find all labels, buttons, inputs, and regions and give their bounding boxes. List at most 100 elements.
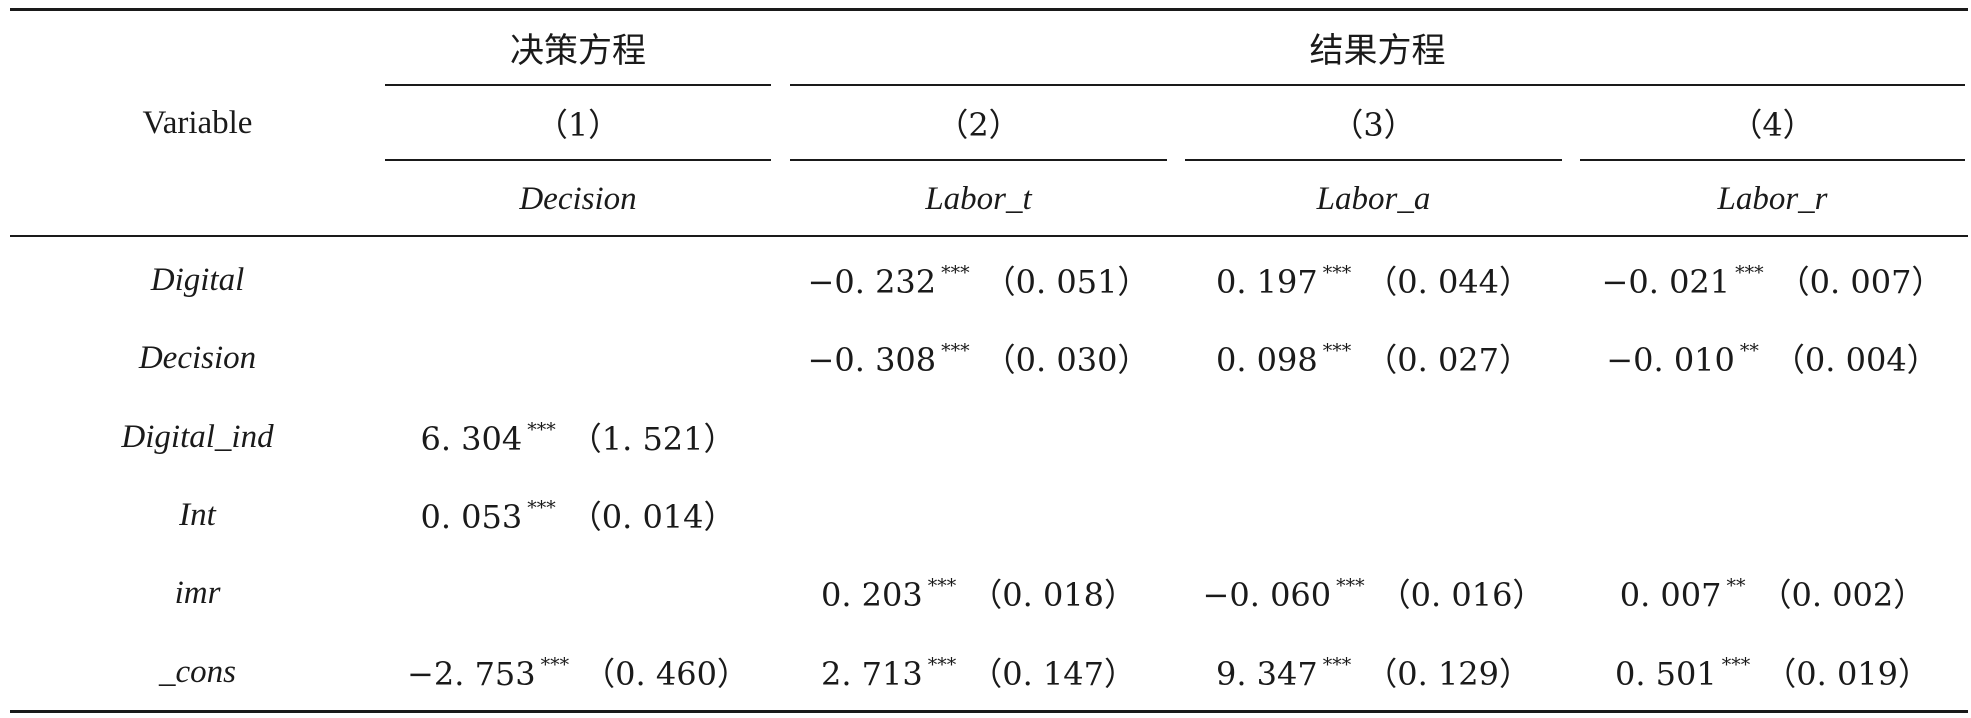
row-label: imr (174, 574, 221, 611)
standard-error: （0. 027） (1365, 341, 1532, 379)
significance-stars: *** (1322, 340, 1352, 362)
table-cell: 0. 007 ** （0. 002） (1580, 558, 1965, 628)
standard-error: （0. 051） (983, 263, 1150, 301)
significance-stars: *** (527, 419, 556, 441)
coefficient-value: 0. 053 (420, 498, 523, 536)
coefficient-group: −0. 021 *** （0. 007） (1602, 257, 1944, 303)
coefficient-group: −0. 060 *** （0. 016） (1203, 570, 1545, 616)
coefficient-group: 0. 197 *** （0. 044） (1216, 257, 1531, 303)
col-number-4: （4） (1730, 105, 1815, 144)
coefficient-group: 0. 007 ** （0. 002） (1620, 570, 1926, 616)
group-outcome-rule (790, 84, 1965, 86)
coefficient-value: 0. 501 (1614, 655, 1717, 693)
significance-stars: *** (927, 654, 957, 676)
table-cell: 0. 203 *** （0. 018） (790, 558, 1167, 628)
coefficient-group: 0. 501 *** （0. 019） (1615, 649, 1930, 695)
table-cell: −0. 308 *** （0. 030） (790, 323, 1167, 393)
standard-error: （0. 129） (1365, 655, 1532, 693)
coefficient-value: −0. 308 (807, 341, 937, 379)
table-cell: 0. 053 *** （0. 014） (385, 480, 771, 550)
coefficient-value: −2. 753 (407, 655, 536, 693)
col1-rule (385, 159, 771, 161)
coefficient-value: −0. 021 (1601, 263, 1731, 301)
significance-stars: *** (1336, 575, 1365, 597)
significance-stars: *** (1735, 262, 1764, 284)
standard-error: （0. 007） (1777, 263, 1944, 301)
table-cell: −0. 232 *** （0. 051） (790, 245, 1167, 315)
standard-error: （0. 147） (970, 655, 1137, 693)
table-cell: −0. 021 *** （0. 007） (1580, 245, 1965, 315)
standard-error: （0. 044） (1365, 263, 1532, 301)
standard-error: （0. 018） (970, 576, 1137, 614)
row-label: Int (179, 496, 216, 533)
table-cell: 0. 501 *** （0. 019） (1580, 637, 1965, 707)
header-bottom-rule (10, 235, 1968, 237)
coefficient-value: 0. 197 (1215, 263, 1318, 301)
significance-stars: *** (941, 262, 970, 284)
top-rule (10, 8, 1968, 11)
standard-error: （0. 460） (583, 655, 749, 693)
table-cell: 9. 347 *** （0. 129） (1185, 637, 1562, 707)
table-cell: −0. 060 *** （0. 016） (1185, 558, 1562, 628)
col-name-3: Labor_a (1316, 180, 1431, 217)
coefficient-group: 0. 203 *** （0. 018） (821, 570, 1136, 616)
coefficient-group: −0. 308 *** （0. 030） (808, 335, 1150, 381)
significance-stars: *** (1322, 262, 1352, 284)
col-name-2: Labor_t (925, 180, 1032, 217)
col-name-4: Labor_r (1717, 180, 1828, 217)
standard-error: （0. 030） (983, 341, 1150, 379)
coefficient-group: 0. 098 *** （0. 027） (1216, 335, 1531, 381)
group-decision-rule (385, 84, 771, 86)
table-cell: 0. 197 *** （0. 044） (1185, 245, 1562, 315)
table-cell: 6. 304 *** （1. 521） (385, 402, 771, 472)
coefficient-value: −0. 232 (807, 263, 937, 301)
coefficient-group: 6. 304 *** （1. 521） (420, 414, 735, 460)
table-cell: 2. 713 *** （0. 147） (790, 637, 1167, 707)
coefficient-group: 9. 347 *** （0. 129） (1216, 649, 1531, 695)
col-number-3: （3） (1331, 105, 1416, 144)
coefficient-group: −0. 010 ** （0. 004） (1606, 335, 1938, 381)
group-outcome-header: 结果方程 (1309, 31, 1446, 71)
table-cell: −0. 010 ** （0. 004） (1580, 323, 1965, 393)
coefficient-group: −0. 232 *** （0. 051） (808, 257, 1150, 303)
standard-error: （0. 004） (1772, 341, 1939, 379)
row-label: Digital_ind (121, 418, 274, 455)
row-label: _cons (159, 653, 236, 690)
significance-stars: *** (540, 654, 570, 676)
variable-header: Variable (142, 104, 253, 141)
col-number-1: （1） (535, 105, 621, 144)
col2-rule (790, 159, 1167, 161)
standard-error: （0. 016） (1378, 576, 1545, 614)
significance-stars: *** (927, 575, 957, 597)
standard-error: （0. 002） (1759, 576, 1926, 614)
coefficient-value: 9. 347 (1215, 655, 1318, 693)
significance-stars: *** (1322, 654, 1352, 676)
significance-stars: *** (941, 340, 970, 362)
row-label: Decision (138, 339, 257, 376)
col-name-1: Decision (519, 180, 637, 217)
col4-rule (1580, 159, 1965, 161)
coefficient-group: −2. 753 *** （0. 460） (407, 649, 749, 695)
standard-error: （0. 014） (569, 498, 736, 536)
col-number-2: （2） (936, 105, 1021, 144)
significance-stars: *** (1721, 654, 1751, 676)
significance-stars: *** (527, 497, 556, 519)
coefficient-value: 6. 304 (420, 420, 523, 458)
significance-stars: ** (1726, 575, 1746, 597)
coefficient-value: −0. 060 (1202, 576, 1332, 614)
standard-error: （0. 019） (1764, 655, 1931, 693)
col3-rule (1185, 159, 1562, 161)
group-decision-header: 决策方程 (510, 31, 646, 71)
coefficient-group: 0. 053 *** （0. 014） (420, 492, 735, 538)
row-label: Digital (150, 261, 245, 298)
coefficient-value: 0. 007 (1619, 576, 1722, 614)
table-cell: −2. 753 *** （0. 460） (385, 637, 771, 707)
bottom-rule (10, 710, 1968, 713)
coefficient-value: −0. 010 (1606, 341, 1735, 379)
significance-stars: ** (1739, 340, 1759, 362)
standard-error: （1. 521） (569, 420, 736, 458)
coefficient-value: 0. 203 (820, 576, 923, 614)
coefficient-value: 0. 098 (1215, 341, 1318, 379)
table-cell: 0. 098 *** （0. 027） (1185, 323, 1562, 393)
